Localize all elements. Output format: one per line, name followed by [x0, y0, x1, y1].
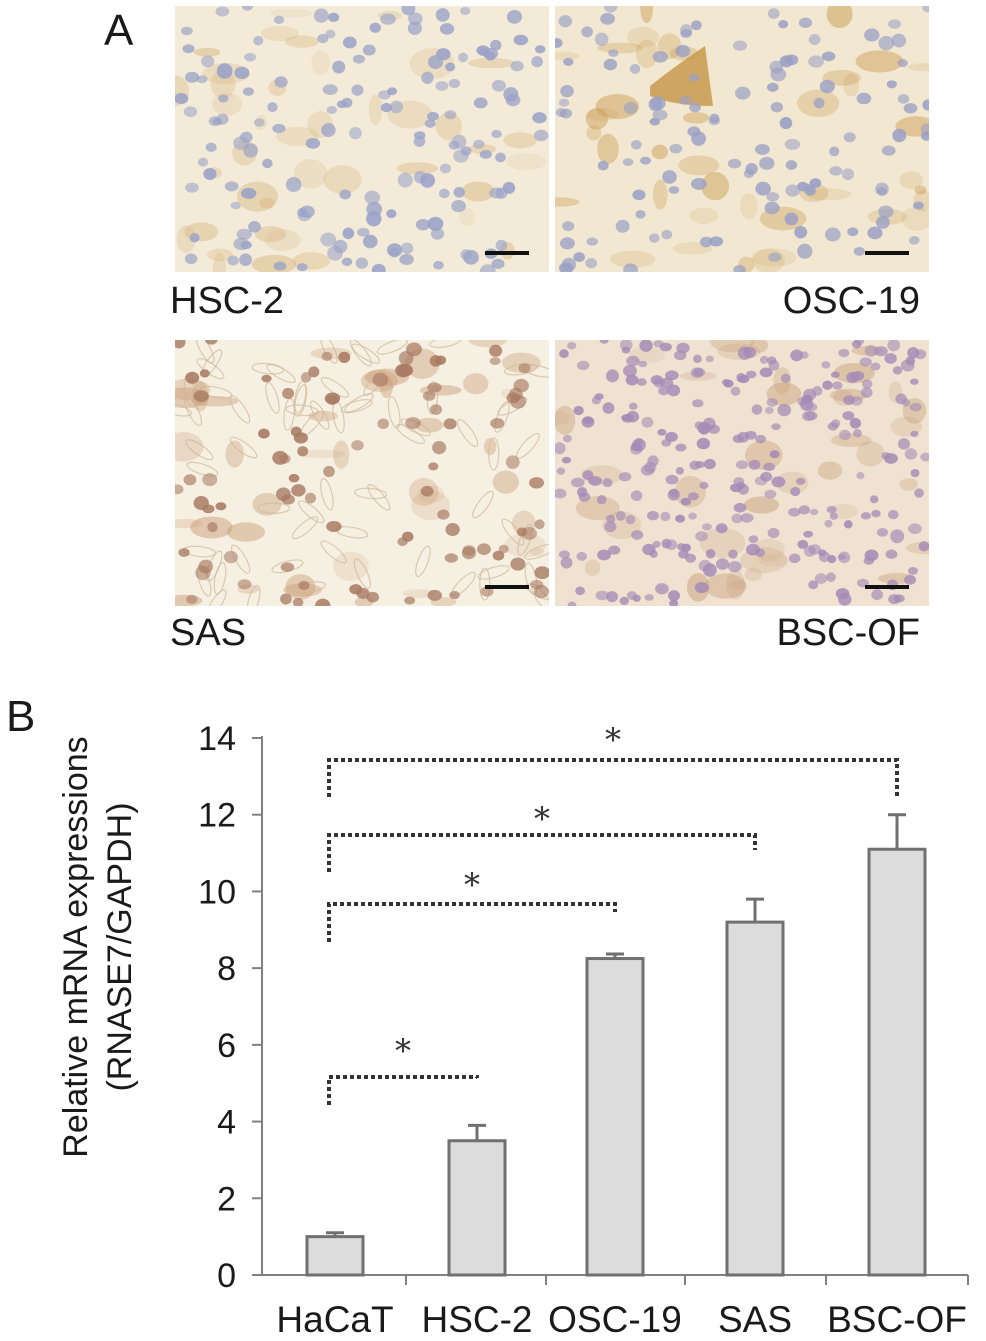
label-hsc-2: HSC-2: [170, 280, 285, 322]
bar: [585, 957, 645, 1277]
y-tick-label: 4: [217, 1104, 236, 1142]
x-tick-label: BSC-OF: [827, 1299, 967, 1340]
significance-bracket: [327, 758, 899, 797]
y-tick-label: 14: [198, 720, 236, 758]
micrograph-hsc-2: [175, 6, 549, 272]
label-bsc-of: BSC-OF: [776, 612, 920, 654]
micrograph-osc-19: [555, 6, 929, 272]
x-tick-label: OSC-19: [548, 1299, 682, 1340]
label-osc-19: OSC-19: [782, 280, 920, 322]
x-tick-label: HSC-2: [421, 1299, 532, 1340]
micrograph-sas: [175, 340, 549, 606]
y-tick-label: 8: [217, 950, 236, 988]
significance-bracket: [327, 1075, 479, 1105]
x-tick-label: HaCaT: [276, 1299, 393, 1340]
y-tick-label: 0: [217, 1257, 236, 1295]
significance-star: *: [464, 866, 480, 904]
bar: [867, 847, 927, 1277]
significance-star: *: [395, 1032, 411, 1070]
bar: [305, 1235, 365, 1277]
y-tick-label: 6: [217, 1027, 236, 1065]
significance-bracket: [327, 902, 617, 942]
bar: [725, 920, 785, 1277]
label-sas: SAS: [170, 612, 247, 654]
y-tick-label: 12: [198, 797, 236, 835]
y-tick-label: 10: [198, 873, 236, 911]
micrograph-bsc-of: [555, 340, 929, 606]
significance-bracket: [327, 833, 757, 872]
panel-a-letter: A: [104, 6, 134, 55]
y-tick-label: 2: [217, 1180, 236, 1218]
x-tick-label: SAS: [718, 1299, 792, 1340]
panel-b-letter: B: [6, 692, 36, 741]
bar-chart: 0 2 4 6 8 10 12 14 HaCaT HSC-2 OSC-19 SAS BSC-OF * * * *: [198, 720, 969, 1340]
significance-star: *: [534, 800, 550, 838]
significance-star: *: [605, 721, 621, 759]
bar: [447, 1139, 507, 1277]
